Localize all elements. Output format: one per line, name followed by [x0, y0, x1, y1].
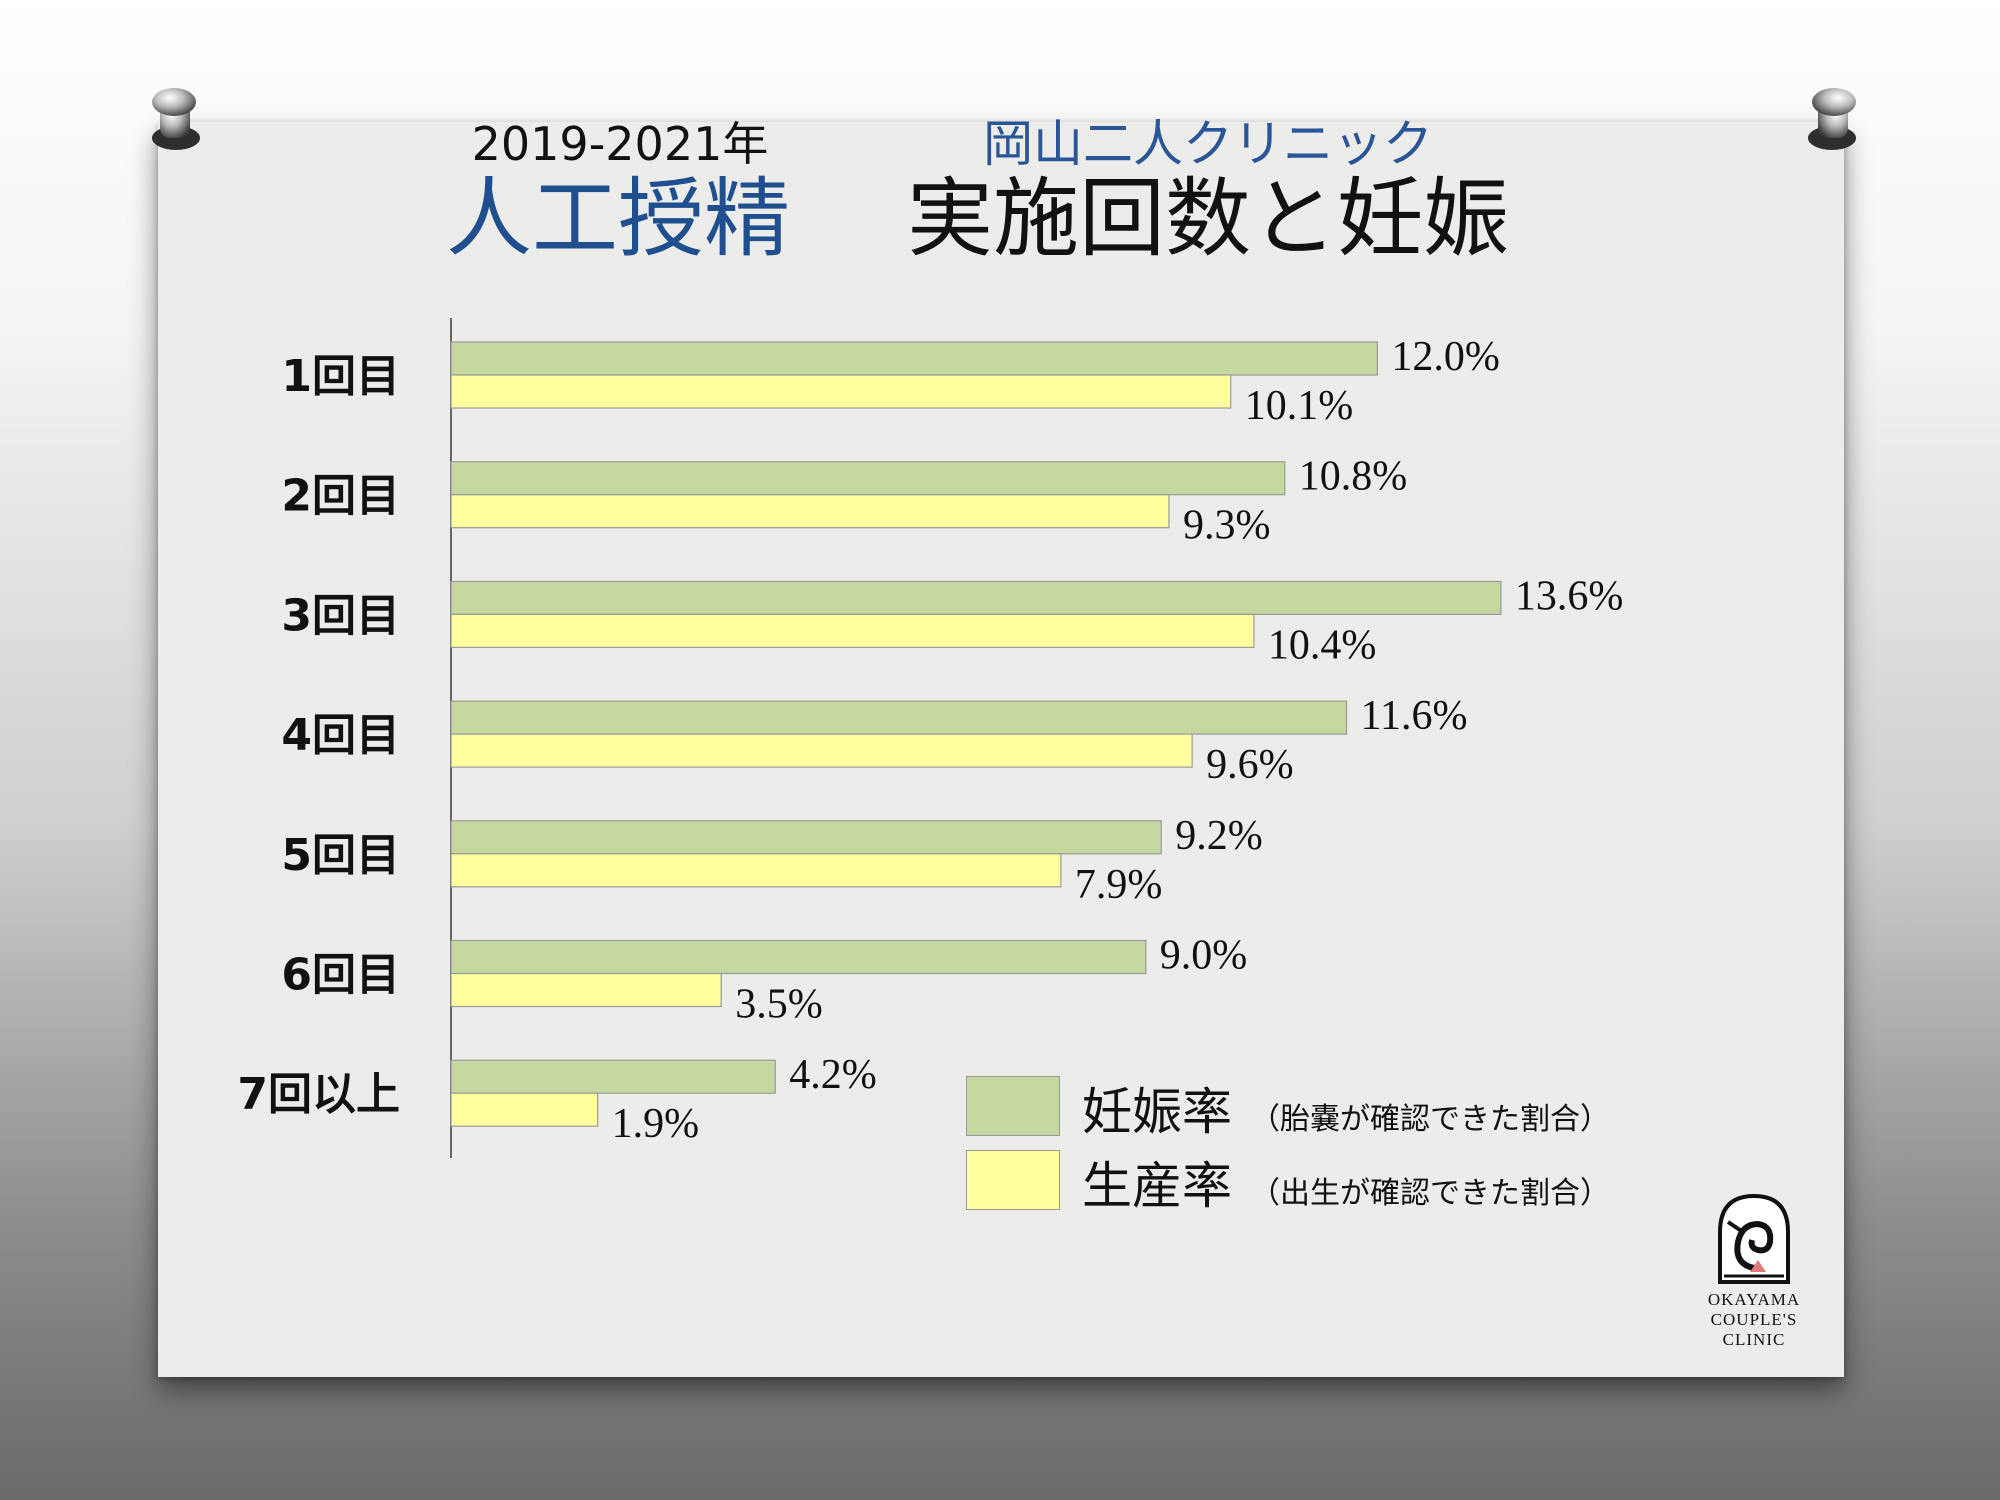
- legend-label-pregnancy: 妊娠率: [1082, 1083, 1232, 1141]
- data-label-pregnancy: 4.2%: [789, 1052, 877, 1098]
- category-label: 5回目: [281, 830, 400, 881]
- data-label-pregnancy: 9.0%: [1160, 933, 1248, 979]
- chart-title-part1: 人工授精: [446, 169, 790, 269]
- logo-text-line2: COUPLE'S: [1710, 1310, 1798, 1329]
- legend-note-birth: （出生が確認できた割合）: [1250, 1176, 1610, 1211]
- bar-birth-rate: [450, 494, 1170, 529]
- bar-pregnancy-rate: [450, 939, 1147, 975]
- clinic-name: 岡山二人クリニック: [983, 115, 1433, 173]
- data-label-birth: 10.4%: [1268, 622, 1377, 668]
- pushpin-icon: [1808, 88, 1856, 150]
- bar-birth-rate: [450, 613, 1255, 649]
- bar-pregnancy-rate: [450, 461, 1286, 496]
- category-label: 7回以上: [237, 1069, 400, 1120]
- category-label: 3回目: [281, 590, 400, 641]
- bar-birth-rate: [450, 1092, 599, 1127]
- category-label: 1回目: [281, 351, 400, 402]
- legend-swatch-pregnancy: [966, 1076, 1060, 1136]
- bar-birth-rate: [450, 374, 1232, 409]
- bar-birth-rate: [450, 853, 1062, 888]
- data-label-birth: 7.9%: [1075, 862, 1163, 908]
- bar-pregnancy-rate: [450, 1059, 776, 1094]
- pushpin-icon: [152, 88, 200, 150]
- category-label: 4回目: [281, 710, 400, 761]
- category-label: 2回目: [281, 471, 400, 522]
- data-label-birth: 3.5%: [735, 982, 823, 1028]
- legend-label-birth: 生産率: [1082, 1157, 1232, 1215]
- data-label-pregnancy: 9.2%: [1175, 813, 1263, 859]
- logo-text-line1: OKAYAMA: [1707, 1290, 1801, 1309]
- data-label-pregnancy: 11.6%: [1361, 693, 1468, 739]
- bar-birth-rate: [450, 972, 722, 1008]
- data-label-pregnancy: 12.0%: [1391, 334, 1500, 380]
- chart-year: 2019-2021年: [471, 117, 769, 171]
- logo-text-line3: CLINIC: [1722, 1330, 1786, 1349]
- data-label-birth: 1.9%: [612, 1101, 700, 1147]
- data-label-pregnancy: 10.8%: [1299, 454, 1408, 500]
- bar-pregnancy-rate: [450, 580, 1502, 616]
- data-label-birth: 10.1%: [1245, 383, 1354, 429]
- clinic-logo: [1718, 1193, 1790, 1284]
- bar-pregnancy-rate: [450, 341, 1379, 376]
- bar-pregnancy-rate: [450, 820, 1162, 855]
- data-label-birth: 9.6%: [1206, 742, 1294, 788]
- chart-title-part2: 実施回数と妊娠: [907, 169, 1509, 269]
- data-label-birth: 9.3%: [1183, 503, 1271, 549]
- legend-note-pregnancy: （胎嚢が確認できた割合）: [1250, 1102, 1610, 1137]
- bar-birth-rate: [450, 733, 1193, 768]
- category-label: 6回目: [281, 950, 400, 1001]
- legend-swatch-birth: [966, 1150, 1060, 1210]
- bar-pregnancy-rate: [450, 700, 1348, 735]
- data-label-pregnancy: 13.6%: [1515, 573, 1624, 619]
